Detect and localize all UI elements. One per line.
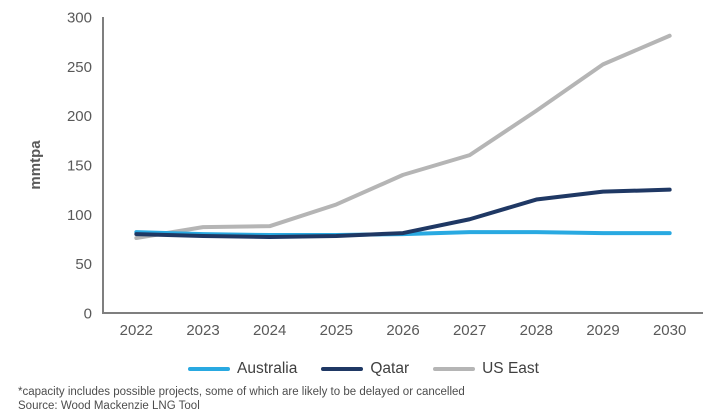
legend-swatch xyxy=(433,366,476,372)
chart-footer: *capacity includes possible projects, so… xyxy=(18,386,465,413)
legend-swatch xyxy=(321,366,364,372)
y-tick-label: 50 xyxy=(75,256,92,273)
legend-item-qatar: Qatar xyxy=(321,360,409,378)
y-tick-label: 0 xyxy=(84,306,92,323)
line-chart: 0 50 100 150 200 250 300 2022 2023 2024 2025 2026 20… xyxy=(27,10,703,339)
x-tick-label: 2027 xyxy=(453,322,486,339)
legend-item-us-east: US East xyxy=(433,360,539,378)
x-tick-label: 2023 xyxy=(186,322,219,339)
x-tick-label: 2030 xyxy=(653,322,686,339)
y-tick-label: 100 xyxy=(67,207,92,224)
footnote-text: *capacity includes possible projects, so… xyxy=(18,386,465,398)
legend-label: Qatar xyxy=(370,360,410,377)
y-tick-label: 150 xyxy=(67,158,92,175)
chart-legend: Australia Qatar US East xyxy=(0,357,727,381)
x-tick-label: 2029 xyxy=(586,322,619,339)
legend-label: Australia xyxy=(237,360,298,377)
x-tick-label: 2025 xyxy=(320,322,353,339)
legend-item-australia: Australia xyxy=(188,360,297,378)
x-tick-label: 2028 xyxy=(520,322,553,339)
x-tick-label: 2022 xyxy=(120,322,153,339)
y-tick-label: 250 xyxy=(67,59,92,76)
legend-label: US East xyxy=(482,360,539,377)
x-tick-label: 2024 xyxy=(253,322,286,339)
series-line-us-east xyxy=(134,33,672,241)
source-text: Source: Wood Mackenzie LNG Tool xyxy=(18,399,200,412)
y-tick-label: 200 xyxy=(67,108,92,125)
legend-swatch xyxy=(188,366,231,372)
y-axis-title: mmtpa xyxy=(27,140,44,190)
series-line-qatar xyxy=(134,187,672,240)
x-tick-label: 2026 xyxy=(386,322,419,339)
y-tick-label: 300 xyxy=(67,10,92,27)
